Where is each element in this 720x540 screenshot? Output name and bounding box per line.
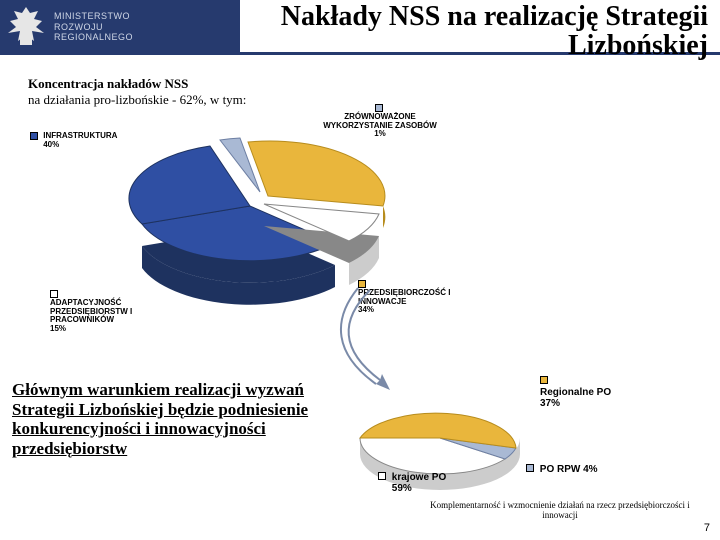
swatch-icon	[526, 464, 534, 472]
legend-regionalne: Regionalne PO37%	[540, 376, 620, 409]
sub-pie-chart: Regionalne PO37% PO RPW 4% krajowe PO59%	[330, 368, 630, 518]
ministry-line3: REGIONALNEGO	[54, 32, 133, 42]
swatch-icon	[378, 472, 386, 480]
legend-label: Regionalne PO	[540, 387, 611, 398]
legend-label: krajowe PO	[392, 472, 446, 483]
legend-infra: INFRASTRUKTURA40%	[30, 132, 140, 150]
legend-label: ZRÓWNOWAŻONE WYKORZYSTANIE ZASOBÓW	[323, 112, 437, 130]
legend-pct: 37%	[540, 398, 560, 409]
subtitle-rest: na działania pro-lizbońskie - 62%, w tym…	[28, 92, 246, 107]
subtitle: Koncentracja nakładów NSS na działania p…	[28, 76, 246, 107]
legend-label: ADAPTACYJNOŚĆ PRZEDSIĘBIORSTW I PRACOWNI…	[50, 298, 132, 325]
ministry-band: MINISTERSTWO ROZWOJU REGIONALNEGO	[0, 0, 240, 54]
page-title: Nakłady NSS na realizację Strategii Lizb…	[268, 2, 708, 61]
ministry-text: MINISTERSTWO ROZWOJU REGIONALNEGO	[54, 11, 133, 42]
legend-rpw: PO RPW 4%	[526, 464, 606, 475]
subtitle-bold: Koncentracja nakładów NSS	[28, 76, 188, 91]
legend-pct: 59%	[392, 483, 412, 494]
legend-pct: 1%	[374, 129, 386, 138]
legend-zrown: ZRÓWNOWAŻONE WYKORZYSTANIE ZASOBÓW1%	[315, 104, 445, 139]
legend-adapt: ADAPTACYJNOŚĆ PRZEDSIĘBIORSTW I PRACOWNI…	[50, 290, 180, 334]
ministry-line2: ROZWOJU	[54, 22, 133, 32]
legend-pct: 40%	[43, 140, 59, 149]
page-number: 7	[704, 522, 710, 534]
ministry-line1: MINISTERSTWO	[54, 11, 133, 21]
swatch-icon	[50, 290, 58, 298]
legend-label: INFRASTRUKTURA	[43, 131, 117, 140]
legend-pct: 4%	[583, 464, 597, 475]
swatch-icon	[375, 104, 383, 112]
swatch-icon	[540, 376, 548, 384]
bottom-caption: Komplementarność i wzmocnienie działań n…	[430, 500, 690, 520]
eagle-icon	[6, 5, 46, 49]
bottom-text: Głównym warunkiem realizacji wyzwań Stra…	[12, 380, 312, 458]
legend-pct: 15%	[50, 324, 66, 333]
header: MINISTERSTWO ROZWOJU REGIONALNEGO Nakład…	[0, 0, 720, 70]
legend-krajowe: krajowe PO59%	[378, 472, 468, 494]
swatch-icon	[30, 132, 38, 140]
legend-label: PO RPW	[540, 464, 581, 475]
